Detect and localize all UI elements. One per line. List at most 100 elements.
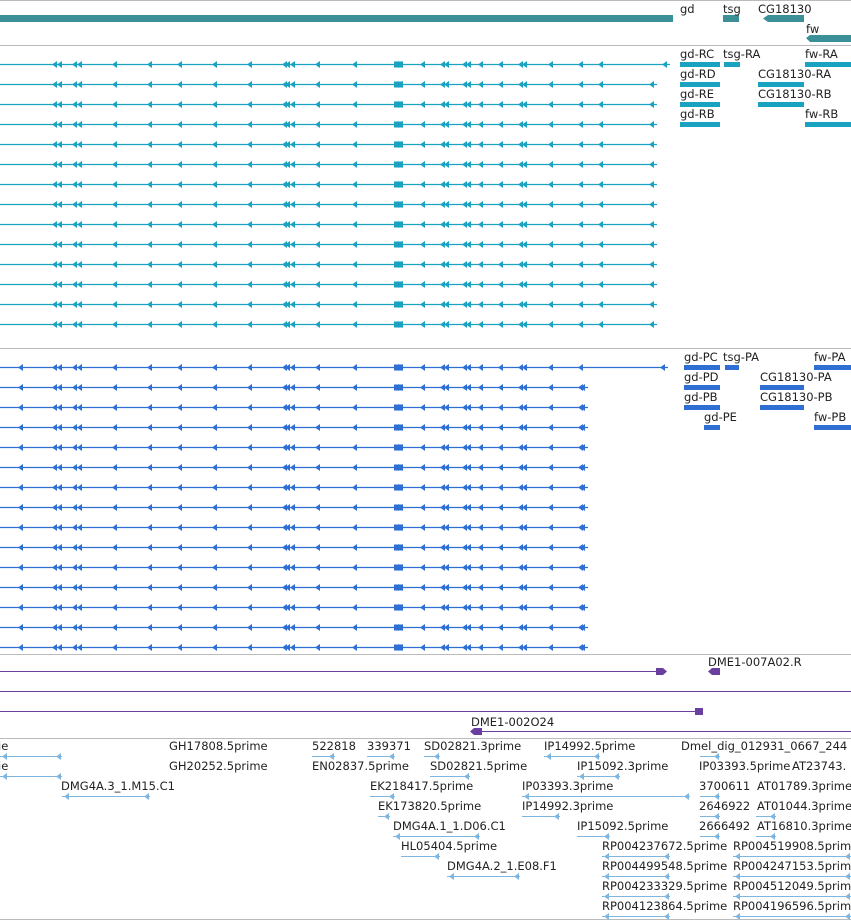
exon-arrow[interactable] <box>548 161 553 168</box>
exon-arrow[interactable] <box>522 504 527 511</box>
exon-arrow[interactable] <box>315 464 320 471</box>
exon-arrow[interactable] <box>285 624 290 631</box>
exon-block[interactable] <box>394 241 403 248</box>
exon-arrow[interactable] <box>462 424 467 431</box>
exon-block[interactable] <box>394 424 403 431</box>
est-arrow[interactable] <box>434 853 439 860</box>
exon-arrow[interactable] <box>478 604 483 611</box>
exon-arrow[interactable] <box>147 404 152 411</box>
exon-arrow[interactable] <box>77 524 82 531</box>
exon-arrow[interactable] <box>77 321 82 328</box>
exon-arrow[interactable] <box>548 141 553 148</box>
exon-arrow[interactable] <box>72 301 77 308</box>
exon-arrow[interactable] <box>420 321 425 328</box>
exon-arrow[interactable] <box>77 604 82 611</box>
exon-arrow[interactable] <box>518 484 523 491</box>
exon-arrow[interactable] <box>478 161 483 168</box>
exon-arrow[interactable] <box>290 424 295 431</box>
exon-arrow[interactable] <box>112 321 117 328</box>
exon-arrow[interactable] <box>444 384 449 391</box>
exon-arrow[interactable] <box>462 261 467 268</box>
exon-arrow[interactable] <box>352 261 357 268</box>
exon-arrow[interactable] <box>498 141 503 148</box>
exon-arrow[interactable] <box>282 181 287 188</box>
exon-arrow[interactable] <box>290 564 295 571</box>
est-arrow[interactable] <box>664 893 669 900</box>
exon-arrow[interactable] <box>444 241 449 248</box>
exon-arrow[interactable] <box>285 221 290 228</box>
exon-arrow[interactable] <box>52 504 57 511</box>
est-feature[interactable] <box>62 793 150 800</box>
model-row[interactable] <box>0 624 588 631</box>
exon-arrow[interactable] <box>177 201 182 208</box>
model-row[interactable] <box>0 604 588 611</box>
exon-arrow[interactable] <box>52 364 57 371</box>
exon-arrow[interactable] <box>212 444 217 451</box>
exon-arrow[interactable] <box>147 504 152 511</box>
exon-arrow[interactable] <box>315 121 320 128</box>
exon-block[interactable] <box>394 81 403 88</box>
exon-arrow[interactable] <box>52 404 57 411</box>
exon-arrow[interactable] <box>147 624 152 631</box>
exon-arrow[interactable] <box>548 584 553 591</box>
exon-arrow[interactable] <box>649 281 654 288</box>
exon-arrow[interactable] <box>52 101 57 108</box>
exon-arrow[interactable] <box>444 544 449 551</box>
exon-arrow[interactable] <box>462 644 467 651</box>
exon-arrow[interactable] <box>147 261 152 268</box>
exon-arrow[interactable] <box>282 584 287 591</box>
model-row[interactable] <box>0 564 588 571</box>
est-arrow[interactable] <box>735 873 740 880</box>
exon-arrow[interactable] <box>478 384 483 391</box>
exon-arrow[interactable] <box>444 301 449 308</box>
exon-block[interactable] <box>394 544 403 551</box>
exon-arrow[interactable] <box>518 584 523 591</box>
exon-arrow[interactable] <box>420 301 425 308</box>
feature-gd-rb[interactable] <box>680 122 720 127</box>
exon-block[interactable] <box>394 464 403 471</box>
exon-arrow[interactable] <box>578 261 583 268</box>
exon-arrow[interactable] <box>580 644 585 651</box>
exon-arrow[interactable] <box>578 61 583 68</box>
exon-arrow[interactable] <box>72 121 77 128</box>
est-feature[interactable] <box>367 753 395 760</box>
exon-arrow[interactable] <box>649 121 654 128</box>
model-row[interactable] <box>0 644 588 651</box>
exon-arrow[interactable] <box>147 81 152 88</box>
exon-arrow[interactable] <box>247 384 252 391</box>
exon-arrow[interactable] <box>420 444 425 451</box>
exon-arrow[interactable] <box>522 281 527 288</box>
exon-arrow[interactable] <box>290 101 295 108</box>
label-dme1-007a02[interactable]: DME1-007A02.R <box>708 655 802 669</box>
exon-arrow[interactable] <box>52 281 57 288</box>
exon-arrow[interactable] <box>72 644 77 651</box>
exon-arrow[interactable] <box>282 624 287 631</box>
exon-arrow[interactable] <box>247 141 252 148</box>
exon-arrow[interactable] <box>247 201 252 208</box>
exon-arrow[interactable] <box>444 484 449 491</box>
exon-arrow[interactable] <box>212 624 217 631</box>
exon-arrow[interactable] <box>52 624 57 631</box>
exon-arrow[interactable] <box>147 464 152 471</box>
exon-arrow[interactable] <box>518 161 523 168</box>
exon-arrow[interactable] <box>578 141 583 148</box>
exon-arrow[interactable] <box>112 101 117 108</box>
est-label[interactable]: 339371 <box>367 739 411 753</box>
label-tsg-ra[interactable]: tsg-RA <box>723 47 760 61</box>
exon-arrow[interactable] <box>498 261 503 268</box>
exon-arrow[interactable] <box>72 141 77 148</box>
exon-arrow[interactable] <box>649 261 654 268</box>
exon-arrow[interactable] <box>420 364 425 371</box>
exon-arrow[interactable] <box>462 181 467 188</box>
model-row[interactable] <box>0 241 657 248</box>
exon-arrow[interactable] <box>420 201 425 208</box>
exon-arrow[interactable] <box>498 464 503 471</box>
exon-arrow[interactable] <box>466 564 471 571</box>
exon-arrow[interactable] <box>578 81 583 88</box>
est-label[interactable]: AT01789.3prime <box>757 779 851 793</box>
exon-arrow[interactable] <box>177 161 182 168</box>
exon-arrow[interactable] <box>57 321 62 328</box>
exon-arrow[interactable] <box>498 564 503 571</box>
exon-arrow[interactable] <box>282 281 287 288</box>
est-feature[interactable] <box>0 773 62 780</box>
